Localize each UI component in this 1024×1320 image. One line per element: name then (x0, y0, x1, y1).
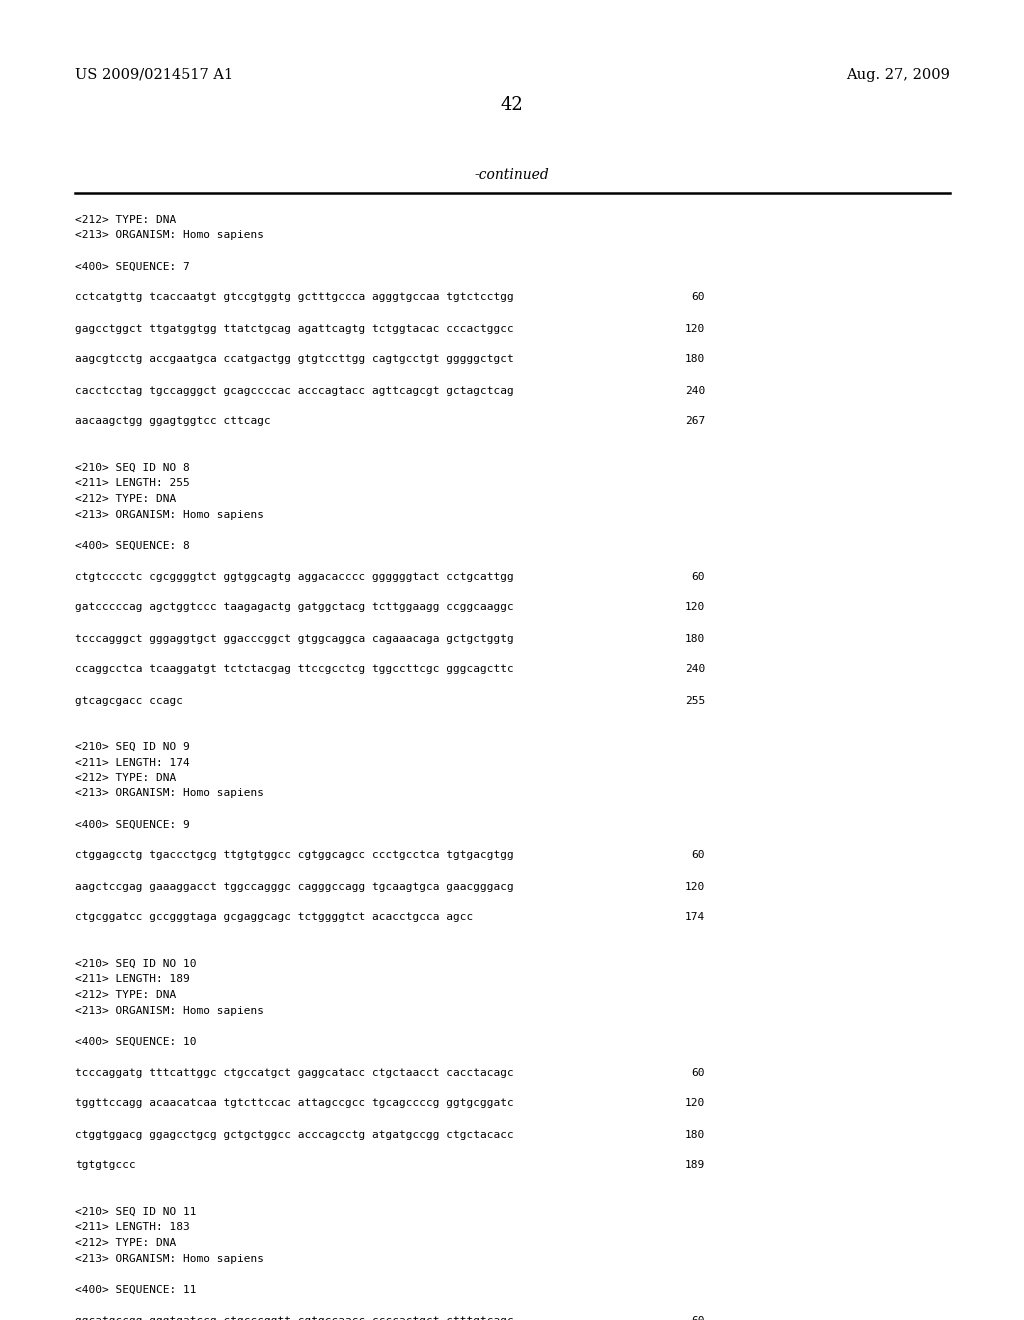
Text: <213> ORGANISM: Homo sapiens: <213> ORGANISM: Homo sapiens (75, 231, 264, 240)
Text: <213> ORGANISM: Homo sapiens: <213> ORGANISM: Homo sapiens (75, 788, 264, 799)
Text: cacctcctag tgccagggct gcagccccac acccagtacc agttcagcgt gctagctcag: cacctcctag tgccagggct gcagccccac acccagt… (75, 385, 514, 396)
Text: <210> SEQ ID NO 10: <210> SEQ ID NO 10 (75, 960, 197, 969)
Text: <213> ORGANISM: Homo sapiens: <213> ORGANISM: Homo sapiens (75, 1006, 264, 1015)
Text: 60: 60 (691, 293, 705, 302)
Text: gtcagcgacc ccagc: gtcagcgacc ccagc (75, 696, 183, 705)
Text: ctgcggatcc gccgggtaga gcgaggcagc tctggggtct acacctgcca agcc: ctgcggatcc gccgggtaga gcgaggcagc tctgggg… (75, 912, 473, 923)
Text: <213> ORGANISM: Homo sapiens: <213> ORGANISM: Homo sapiens (75, 1254, 264, 1263)
Text: 255: 255 (685, 696, 705, 705)
Text: <212> TYPE: DNA: <212> TYPE: DNA (75, 494, 176, 504)
Text: <212> TYPE: DNA: <212> TYPE: DNA (75, 1238, 176, 1247)
Text: <211> LENGTH: 174: <211> LENGTH: 174 (75, 758, 189, 767)
Text: 60: 60 (691, 850, 705, 861)
Text: 60: 60 (691, 572, 705, 582)
Text: <400> SEQUENCE: 9: <400> SEQUENCE: 9 (75, 820, 189, 829)
Text: ggcatgccgg gggtgatccg ctgcccggtt cgtgccaacc ccccactgct ctttgtcagc: ggcatgccgg gggtgatccg ctgcccggtt cgtgcca… (75, 1316, 514, 1320)
Text: <211> LENGTH: 183: <211> LENGTH: 183 (75, 1222, 189, 1233)
Text: 120: 120 (685, 602, 705, 612)
Text: tggttccagg acaacatcaa tgtcttccac attagccgcc tgcagccccg ggtgcggatc: tggttccagg acaacatcaa tgtcttccac attagcc… (75, 1098, 514, 1109)
Text: ctgtcccctc cgcggggtct ggtggcagtg aggacacccc ggggggtact cctgcattgg: ctgtcccctc cgcggggtct ggtggcagtg aggacac… (75, 572, 514, 582)
Text: 180: 180 (685, 355, 705, 364)
Text: gagcctggct ttgatggtgg ttatctgcag agattcagtg tctggtacac cccactggcc: gagcctggct ttgatggtgg ttatctgcag agattca… (75, 323, 514, 334)
Text: <213> ORGANISM: Homo sapiens: <213> ORGANISM: Homo sapiens (75, 510, 264, 520)
Text: tcccagggct gggaggtgct ggacccggct gtggcaggca cagaaacaga gctgctggtg: tcccagggct gggaggtgct ggacccggct gtggcag… (75, 634, 514, 644)
Text: <211> LENGTH: 255: <211> LENGTH: 255 (75, 479, 189, 488)
Text: <210> SEQ ID NO 8: <210> SEQ ID NO 8 (75, 463, 189, 473)
Text: <400> SEQUENCE: 11: <400> SEQUENCE: 11 (75, 1284, 197, 1295)
Text: 240: 240 (685, 664, 705, 675)
Text: 267: 267 (685, 417, 705, 426)
Text: 60: 60 (691, 1316, 705, 1320)
Text: <400> SEQUENCE: 7: <400> SEQUENCE: 7 (75, 261, 189, 272)
Text: US 2009/0214517 A1: US 2009/0214517 A1 (75, 69, 233, 82)
Text: 42: 42 (501, 96, 523, 114)
Text: 120: 120 (685, 882, 705, 891)
Text: aagcgtcctg accgaatgca ccatgactgg gtgtccttgg cagtgcctgt gggggctgct: aagcgtcctg accgaatgca ccatgactgg gtgtcct… (75, 355, 514, 364)
Text: ctggtggacg ggagcctgcg gctgctggcc acccagcctg atgatgccgg ctgctacacc: ctggtggacg ggagcctgcg gctgctggcc acccagc… (75, 1130, 514, 1139)
Text: 60: 60 (691, 1068, 705, 1077)
Text: aagctccgag gaaaggacct tggccagggc cagggccagg tgcaagtgca gaacgggacg: aagctccgag gaaaggacct tggccagggc cagggcc… (75, 882, 514, 891)
Text: cctcatgttg tcaccaatgt gtccgtggtg gctttgccca agggtgccaa tgtctcctgg: cctcatgttg tcaccaatgt gtccgtggtg gctttgc… (75, 293, 514, 302)
Text: <212> TYPE: DNA: <212> TYPE: DNA (75, 215, 176, 224)
Text: 120: 120 (685, 323, 705, 334)
Text: 120: 120 (685, 1098, 705, 1109)
Text: aacaagctgg ggagtggtcc cttcagc: aacaagctgg ggagtggtcc cttcagc (75, 417, 270, 426)
Text: 180: 180 (685, 1130, 705, 1139)
Text: gatcccccag agctggtccc taagagactg gatggctacg tcttggaagg ccggcaaggc: gatcccccag agctggtccc taagagactg gatggct… (75, 602, 514, 612)
Text: tcccaggatg tttcattggc ctgccatgct gaggcatacc ctgctaacct cacctacagc: tcccaggatg tttcattggc ctgccatgct gaggcat… (75, 1068, 514, 1077)
Text: <400> SEQUENCE: 8: <400> SEQUENCE: 8 (75, 540, 189, 550)
Text: tgtgtgccc: tgtgtgccc (75, 1160, 136, 1171)
Text: -continued: -continued (475, 168, 549, 182)
Text: <212> TYPE: DNA: <212> TYPE: DNA (75, 774, 176, 783)
Text: 240: 240 (685, 385, 705, 396)
Text: <400> SEQUENCE: 10: <400> SEQUENCE: 10 (75, 1036, 197, 1047)
Text: <211> LENGTH: 189: <211> LENGTH: 189 (75, 974, 189, 985)
Text: ctggagcctg tgaccctgcg ttgtgtggcc cgtggcagcc ccctgcctca tgtgacgtgg: ctggagcctg tgaccctgcg ttgtgtggcc cgtggca… (75, 850, 514, 861)
Text: <212> TYPE: DNA: <212> TYPE: DNA (75, 990, 176, 1001)
Text: <210> SEQ ID NO 9: <210> SEQ ID NO 9 (75, 742, 189, 752)
Text: 189: 189 (685, 1160, 705, 1171)
Text: 174: 174 (685, 912, 705, 923)
Text: ccaggcctca tcaaggatgt tctctacgag ttccgcctcg tggccttcgc gggcagcttc: ccaggcctca tcaaggatgt tctctacgag ttccgcc… (75, 664, 514, 675)
Text: <210> SEQ ID NO 11: <210> SEQ ID NO 11 (75, 1206, 197, 1217)
Text: Aug. 27, 2009: Aug. 27, 2009 (846, 69, 950, 82)
Text: 180: 180 (685, 634, 705, 644)
